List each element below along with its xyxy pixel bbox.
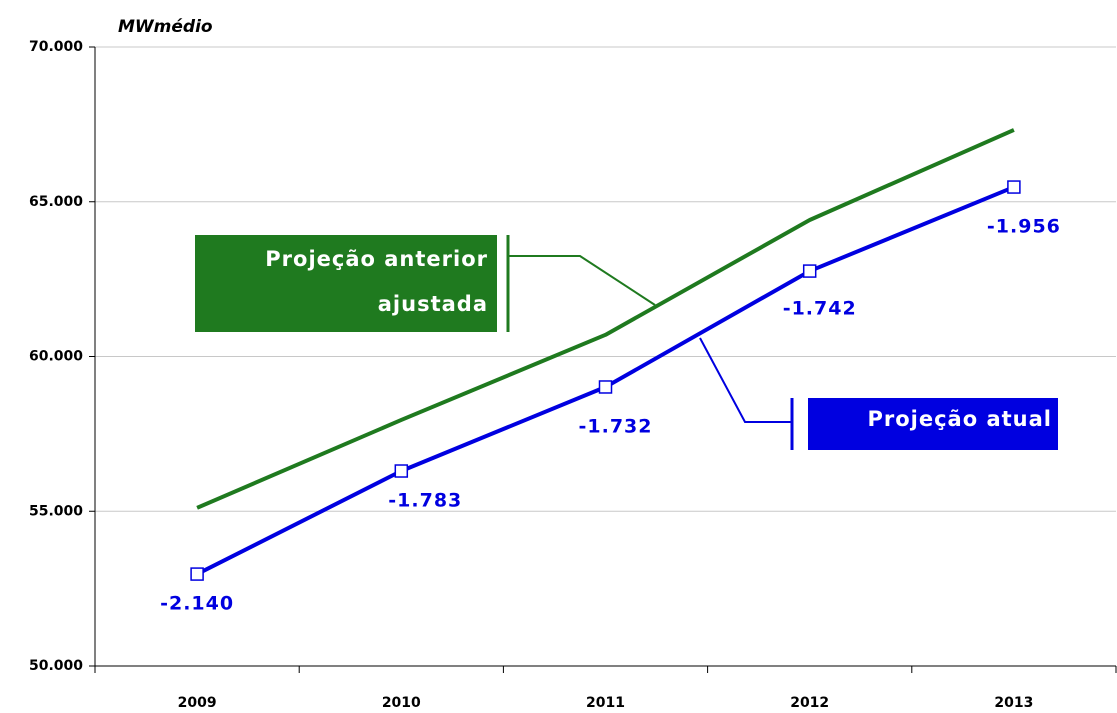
y-axis-label: MWmédio [118,17,213,37]
y-tick-label: 50.000 [29,658,83,674]
x-tick-label: 2011 [586,695,625,711]
legend-label: Projeção atual [867,407,1052,431]
data-label: -1.956 [987,216,1061,238]
marker [190,567,204,581]
legend-leader [508,255,656,306]
data-label: -1.732 [579,415,653,437]
legend-leader [699,337,792,423]
legend-label: Projeção anterior [265,247,488,271]
legend-box [808,398,1058,450]
data-label: -1.783 [388,490,462,512]
y-tick-label: 65.000 [29,194,83,210]
marker [1007,180,1021,194]
x-tick-label: 2013 [994,695,1033,711]
marker [802,264,817,278]
y-tick-label: 70.000 [29,39,83,55]
legend-box [195,235,497,332]
x-tick-label: 2010 [382,695,421,711]
x-tick-label: 2012 [790,695,829,711]
marker [598,380,613,394]
legend-label: ajustada [378,292,488,316]
marker [394,464,409,478]
data-label: -1.742 [783,298,857,320]
y-tick-label: 55.000 [29,503,83,519]
y-tick-label: 60.000 [29,349,83,365]
series-line [196,128,1015,510]
x-tick-label: 2009 [178,695,217,711]
data-label: -2.140 [160,593,234,615]
